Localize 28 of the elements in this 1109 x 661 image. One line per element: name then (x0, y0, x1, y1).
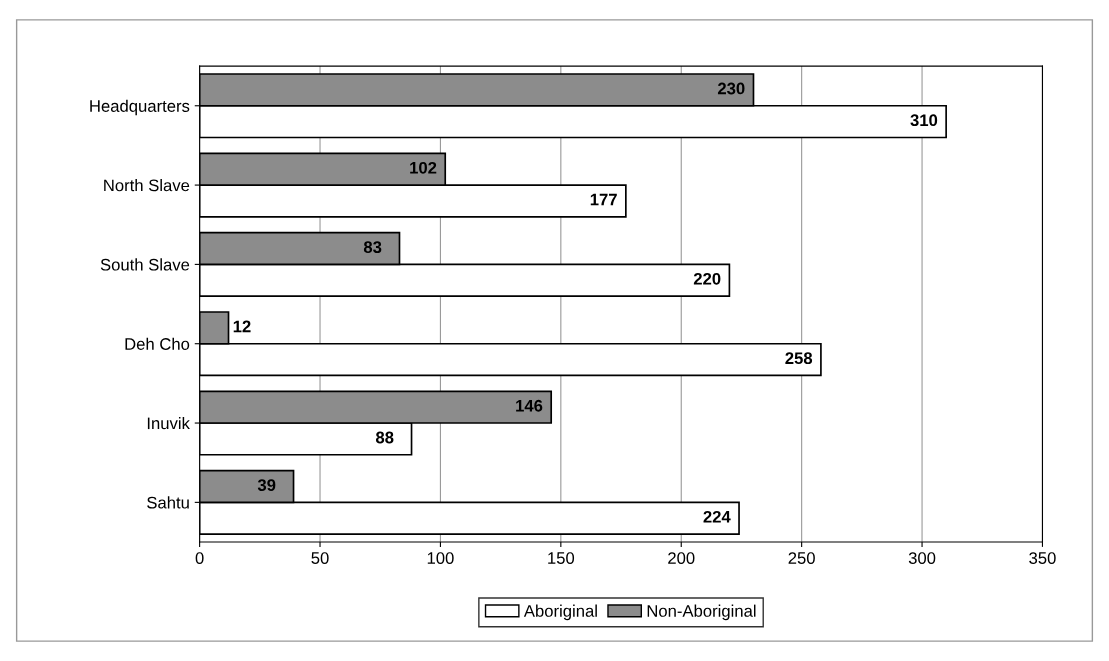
y-tick-label: Deh Cho (125, 337, 190, 350)
legend-label: Aboriginal (523, 604, 597, 621)
y-tick-label: North Slave (104, 179, 190, 192)
x-tick-label: 100 (427, 552, 454, 564)
data-label: 12 (233, 320, 251, 333)
y-tick-label: Inuvik (147, 417, 190, 430)
x-tick-label: 150 (548, 552, 575, 564)
data-label: 220 (693, 272, 721, 285)
x-tick-label: 300 (908, 552, 936, 564)
y-tick-label: Sahtu (147, 496, 189, 509)
x-tick-label: 50 (311, 552, 329, 564)
data-label: 310 (910, 114, 938, 127)
data-label: 177 (590, 193, 617, 206)
data-label: 39 (257, 479, 276, 491)
data-label: 146 (516, 399, 543, 412)
y-tick-label: South Slave (100, 258, 190, 271)
data-label: 230 (717, 82, 745, 95)
data-label: 102 (410, 161, 437, 174)
legend-label: Non-Aboriginal (647, 604, 756, 621)
data-label: 224 (703, 510, 731, 523)
x-tick-label: 0 (195, 552, 204, 564)
x-tick-label: 350 (1029, 552, 1056, 564)
x-tick-label: 200 (668, 552, 695, 564)
data-label: 258 (785, 352, 813, 365)
x-tick-label: 250 (788, 552, 815, 564)
data-label: 88 (375, 431, 394, 444)
data-label: 83 (363, 241, 382, 254)
y-tick-label: Headquarters (90, 99, 190, 116)
